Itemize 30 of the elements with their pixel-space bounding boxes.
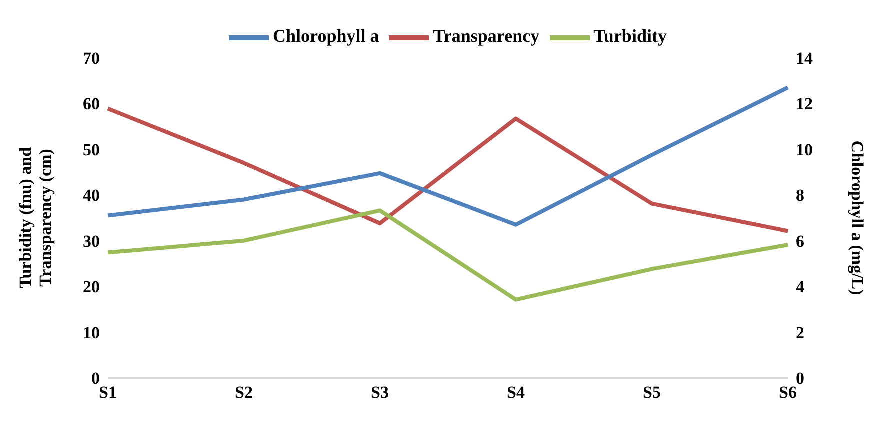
y2-axis-title: Chlorophyll a (mg/L) xyxy=(848,140,867,296)
legend-label: Chlorophyll a xyxy=(273,26,380,46)
y2-tick-label: 8 xyxy=(796,186,804,206)
x-tick-label: S1 xyxy=(99,383,117,402)
line-series xyxy=(106,106,790,234)
y2-tick-label: 4 xyxy=(796,278,805,297)
y2-tick-label: 14 xyxy=(796,49,814,68)
y-tick-label: 20 xyxy=(83,278,100,297)
y-tick-label: 50 xyxy=(83,140,100,160)
legend-label: Turbidity xyxy=(594,26,667,46)
y-tick-label: 40 xyxy=(83,186,100,206)
y2-tick-label: 12 xyxy=(796,94,813,114)
y-tick-label: 30 xyxy=(83,232,100,251)
x-tick-label: S4 xyxy=(507,383,526,402)
x-tick-label: S6 xyxy=(779,383,797,402)
y2-tick-label: 10 xyxy=(796,140,813,160)
y2-tick-label: 0 xyxy=(796,369,804,388)
y-tick-label: 60 xyxy=(83,94,100,114)
line-series xyxy=(106,208,790,302)
x-tick-label: S5 xyxy=(643,383,661,402)
y-axis-title: Turbidity (fnu) and Transparency (cm) xyxy=(16,146,55,289)
legend-label: Transparency xyxy=(433,26,540,46)
x-tick-label: S2 xyxy=(235,383,253,402)
x-tick-label: S3 xyxy=(371,383,389,402)
y-tick-label: 10 xyxy=(83,323,100,342)
y-tick-label: 0 xyxy=(92,369,100,388)
y2-tick-label: 2 xyxy=(796,323,804,342)
y-tick-label: 70 xyxy=(83,49,100,68)
y2-tick-label: 6 xyxy=(796,232,804,251)
line-series xyxy=(106,86,790,227)
